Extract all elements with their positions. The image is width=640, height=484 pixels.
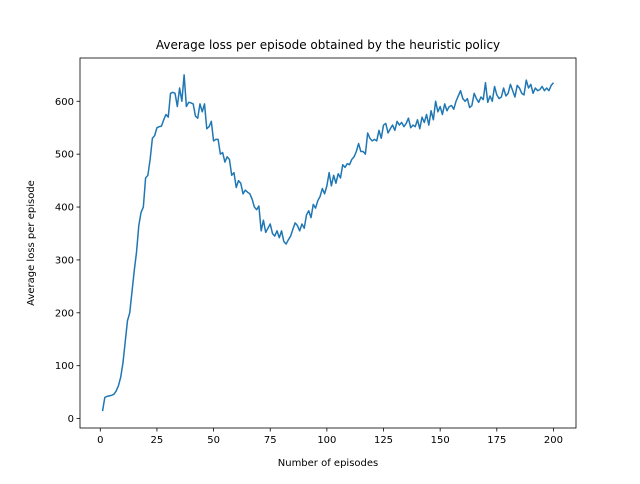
plot-frame (79, 57, 577, 429)
x-tick-label: 150 (431, 435, 450, 446)
y-tick-label: 600 (55, 97, 74, 108)
line-series (101, 74, 555, 412)
x-tick-label: 25 (151, 435, 164, 446)
x-axis-label: Number of episodes (278, 458, 378, 469)
y-tick-label: 0 (68, 414, 74, 425)
y-tick-label: 300 (55, 255, 74, 266)
x-tick-label: 75 (264, 435, 277, 446)
y-tick-label: 200 (55, 308, 74, 319)
x-tick-label: 50 (207, 435, 220, 446)
y-tick-label: 400 (55, 203, 74, 214)
x-tick-label: 200 (544, 435, 563, 446)
y-axis-label: Average loss per episode (26, 180, 37, 306)
x-tick-label: 175 (487, 435, 506, 446)
y-tick-label: 100 (55, 361, 74, 372)
x-tick-label: 0 (97, 435, 103, 446)
chart-title: Average loss per episode obtained by the… (156, 38, 500, 52)
y-tick-label: 500 (55, 150, 74, 161)
x-tick-label: 125 (374, 435, 393, 446)
x-tick-label: 100 (317, 435, 336, 446)
